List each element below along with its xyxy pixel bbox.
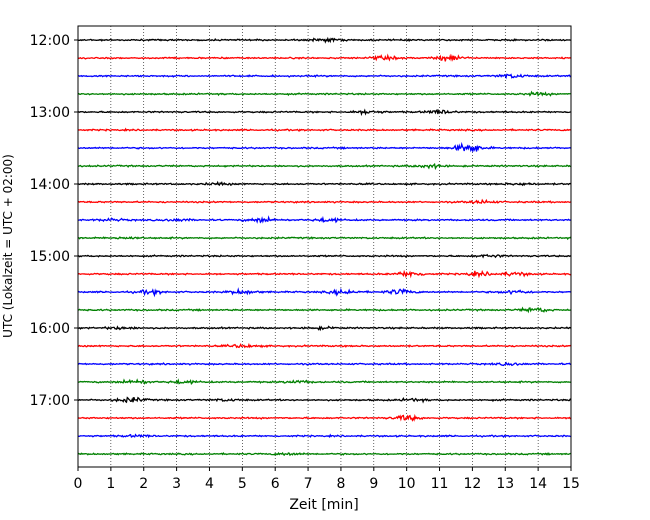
x-tick-label: 15	[562, 476, 580, 492]
x-tick-label: 5	[238, 476, 247, 492]
seismic-trace-1330	[77, 141, 572, 153]
trace-group	[77, 36, 572, 457]
x-tick-label: 3	[172, 476, 181, 492]
seismic-trace-1700	[77, 396, 572, 404]
y-tick-label: 12:00	[30, 33, 70, 49]
seismic-trace-1230	[77, 73, 572, 80]
seismic-trace-1545	[77, 306, 572, 314]
seismic-trace-1645	[77, 378, 572, 386]
plot-frame	[77, 25, 572, 468]
seismic-trace-1615	[77, 342, 572, 349]
x-tick-label: 2	[139, 476, 148, 492]
seismic-trace-1715	[77, 413, 572, 422]
seismic-trace-1500	[77, 253, 572, 259]
x-tick-label: 7	[304, 476, 313, 492]
seismic-trace-1430	[77, 215, 572, 224]
x-tick-label: 8	[336, 476, 345, 492]
x-axis: 0 1 2 3 4 5 6 7 8 9 10 11 12 13 14 15	[74, 467, 580, 492]
y-tick-label: 13:00	[30, 105, 70, 121]
seismic-trace-1415	[77, 198, 572, 205]
y-tick-label: 14:00	[30, 177, 70, 193]
x-axis-label: Zeit [min]	[289, 497, 358, 513]
x-tick-label: 0	[74, 476, 83, 492]
seismic-trace-1400	[77, 180, 572, 187]
seismic-trace-1630	[77, 361, 572, 367]
y-tick-label: 16:00	[30, 321, 70, 337]
x-tick-label: 11	[431, 476, 449, 492]
x-tick-label: 13	[496, 476, 514, 492]
seismic-trace-1515	[77, 269, 572, 279]
y-axis: 12:00 13:00 14:00 15:00 16:00 17:00	[30, 33, 78, 409]
seismic-trace-1530	[77, 287, 572, 298]
seismic-trace-1745	[77, 451, 572, 457]
x-tick-label: 12	[463, 476, 481, 492]
x-tick-label: 14	[529, 476, 547, 492]
x-tick-label: 10	[398, 476, 416, 492]
seismic-trace-1300	[77, 108, 572, 117]
seismic-trace-1315	[77, 127, 572, 132]
seismic-trace-1600	[77, 325, 572, 332]
x-tick-label: 4	[205, 476, 214, 492]
y-axis-label: UTC (Lokalzeit = UTC + 02:00)	[1, 154, 15, 338]
x-tick-label: 1	[106, 476, 115, 492]
x-tick-label: 6	[271, 476, 280, 492]
seismic-trace-1200	[77, 36, 572, 44]
y-tick-label: 17:00	[30, 393, 70, 409]
seismic-trace-1245	[77, 90, 572, 97]
seismic-trace-1445	[77, 235, 572, 241]
seismic-trace-1345	[77, 162, 572, 171]
y-tick-label: 15:00	[30, 249, 70, 265]
seismic-trace-1730	[77, 433, 572, 439]
seismic-trace-1215	[77, 53, 572, 62]
x-tick-label: 9	[369, 476, 378, 492]
